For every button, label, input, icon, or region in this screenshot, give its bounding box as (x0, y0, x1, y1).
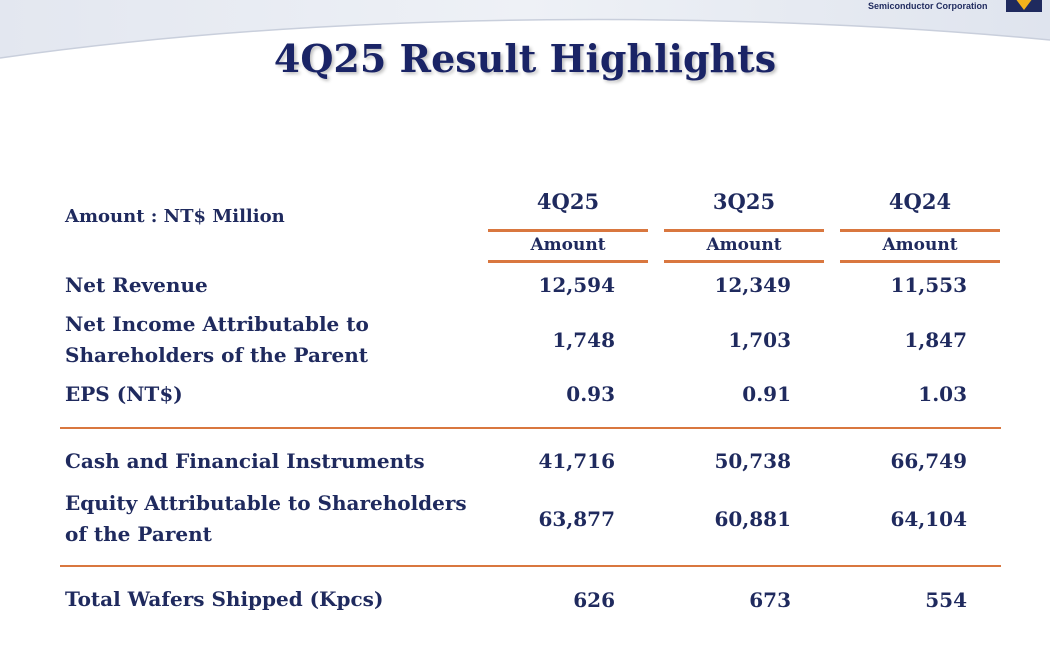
column-header-3q25: 3Q25 (712, 189, 776, 214)
column-divider (488, 260, 648, 263)
table-cell: 63,877 (538, 507, 615, 531)
table-cell: 66,749 (890, 449, 967, 473)
table-cell: 11,553 (890, 273, 967, 297)
column-header-4q24: 4Q24 (888, 189, 952, 214)
table-cell: 1,703 (728, 328, 791, 352)
table-cell: 0.93 (566, 382, 615, 406)
table-cell: 41,716 (538, 449, 615, 473)
header-swoosh (0, 0, 1050, 59)
column-subheader: Amount (706, 235, 782, 255)
column-subheader: Amount (530, 235, 606, 255)
page-title: 4Q25 Result Highlights (273, 36, 777, 81)
table-cell: 1.03 (918, 382, 967, 406)
row-label-net-income: Net Income Attributable to Shareholders … (65, 312, 369, 367)
table-cell: 0.91 (742, 382, 791, 406)
table-cell: 1,847 (904, 328, 967, 352)
row-label-net-revenue: Net Revenue (65, 273, 208, 297)
column-divider (840, 260, 1000, 263)
table-cell: 64,104 (890, 507, 967, 531)
table-cell: 626 (573, 588, 615, 612)
table-cell: 12,594 (538, 273, 615, 297)
company-name: Semiconductor Corporation (868, 1, 988, 11)
row-label-wafers-shipped: Total Wafers Shipped (Kpcs) (65, 587, 384, 611)
table-cell: 60,881 (714, 507, 791, 531)
unit-label: Amount : NT$ Million (65, 206, 285, 227)
row-label-equity: Equity Attributable to Shareholders of t… (65, 491, 467, 546)
row-label-cash: Cash and Financial Instruments (65, 449, 425, 473)
table-cell: 554 (925, 588, 967, 612)
table-cell: 12,349 (714, 273, 791, 297)
column-divider (664, 260, 824, 263)
column-divider (488, 229, 648, 232)
column-divider (840, 229, 1000, 232)
section-divider (60, 565, 1001, 567)
company-logo-icon (1006, 0, 1042, 12)
row-label-eps: EPS (NT$) (65, 382, 183, 406)
table-cell: 50,738 (714, 449, 791, 473)
section-divider (60, 427, 1001, 429)
column-subheader: Amount (882, 235, 958, 255)
column-divider (664, 229, 824, 232)
table-cell: 673 (749, 588, 791, 612)
column-header-4q25: 4Q25 (536, 189, 600, 214)
table-cell: 1,748 (552, 328, 615, 352)
